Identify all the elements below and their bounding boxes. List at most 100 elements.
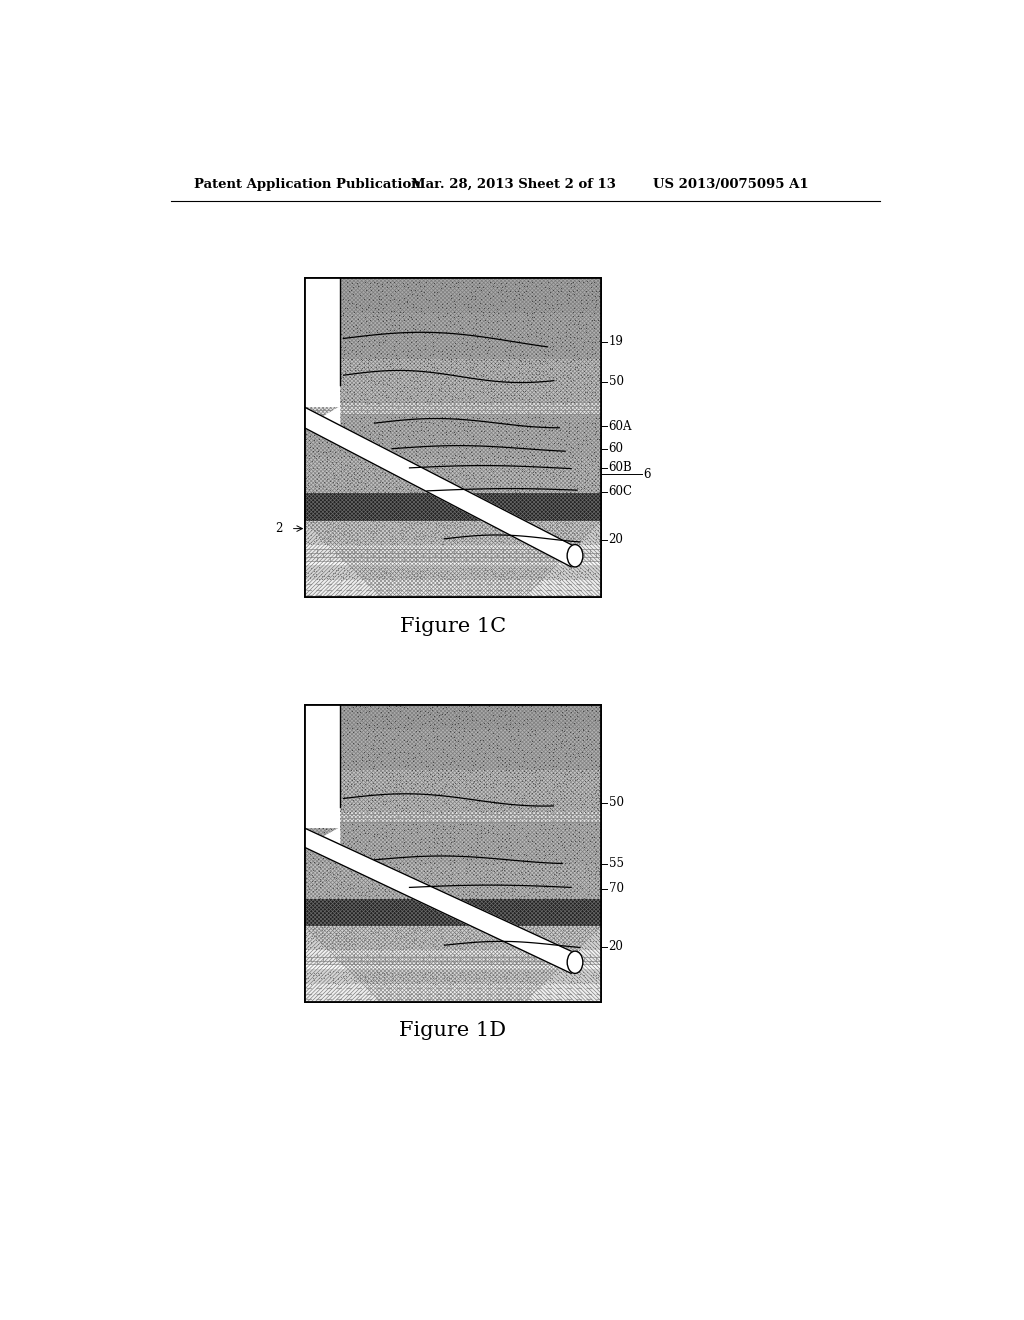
- Point: [443, 717, 460, 738]
- Point: [366, 721, 382, 742]
- Point: [591, 391, 607, 412]
- Point: [455, 729, 471, 750]
- Point: [479, 560, 496, 581]
- Point: [558, 391, 574, 412]
- Point: [530, 515, 547, 536]
- Point: [319, 279, 336, 300]
- Point: [365, 973, 381, 994]
- Point: [465, 356, 481, 378]
- Point: [326, 738, 342, 759]
- Point: [538, 772, 554, 793]
- Point: [542, 818, 558, 840]
- Point: [349, 968, 366, 989]
- Point: [379, 970, 395, 991]
- Point: [379, 277, 395, 298]
- Point: [358, 310, 375, 331]
- Point: [472, 867, 488, 888]
- Point: [510, 424, 526, 445]
- Point: [571, 302, 588, 323]
- Point: [354, 762, 371, 783]
- Point: [566, 861, 583, 882]
- Point: [432, 784, 449, 805]
- Point: [495, 924, 511, 945]
- Point: [482, 776, 499, 797]
- Point: [382, 939, 398, 960]
- Point: [548, 770, 564, 791]
- Point: [415, 531, 431, 552]
- Point: [343, 931, 359, 952]
- Point: [586, 483, 602, 504]
- Point: [578, 313, 594, 334]
- Point: [413, 301, 429, 322]
- Point: [370, 884, 386, 906]
- Point: [452, 919, 468, 940]
- Point: [462, 420, 478, 441]
- Point: [541, 380, 557, 401]
- Point: [322, 345, 338, 366]
- Point: [472, 364, 488, 385]
- Point: [355, 428, 372, 449]
- Point: [489, 392, 506, 413]
- Point: [417, 878, 433, 899]
- Point: [352, 824, 369, 845]
- Point: [487, 511, 504, 532]
- Point: [319, 531, 336, 552]
- Point: [297, 281, 313, 302]
- Point: [314, 741, 331, 762]
- Point: [318, 796, 335, 817]
- Point: [552, 380, 568, 401]
- Point: [312, 869, 329, 890]
- Point: [587, 520, 603, 541]
- Point: [478, 886, 495, 907]
- Point: [464, 437, 480, 458]
- Point: [422, 851, 438, 873]
- Point: [481, 533, 498, 554]
- Point: [511, 523, 527, 544]
- Point: [319, 520, 336, 541]
- Point: [482, 458, 499, 479]
- Point: [382, 565, 398, 586]
- Point: [560, 939, 577, 960]
- Point: [566, 374, 583, 395]
- Point: [416, 478, 432, 499]
- Point: [440, 797, 457, 818]
- Point: [481, 437, 498, 458]
- Text: 60B: 60B: [608, 462, 632, 474]
- Point: [429, 929, 445, 950]
- Point: [510, 441, 526, 462]
- Point: [445, 433, 462, 454]
- Point: [463, 412, 479, 433]
- Point: [326, 793, 342, 814]
- Point: [517, 380, 534, 401]
- Point: [507, 927, 523, 948]
- Point: [546, 458, 562, 479]
- Point: [400, 528, 417, 549]
- Point: [374, 433, 390, 454]
- Point: [545, 408, 561, 429]
- Point: [338, 969, 354, 990]
- Point: [343, 310, 359, 331]
- Point: [406, 928, 422, 949]
- Point: [382, 562, 398, 583]
- Point: [472, 446, 488, 467]
- Point: [586, 961, 602, 982]
- Point: [444, 566, 461, 587]
- Point: [439, 358, 456, 379]
- Point: [396, 318, 413, 339]
- Point: [444, 874, 461, 895]
- Point: [581, 766, 597, 787]
- Point: [433, 561, 450, 582]
- Point: [561, 973, 578, 994]
- Point: [474, 931, 490, 952]
- Point: [537, 734, 553, 755]
- Point: [560, 475, 577, 496]
- Point: [511, 924, 527, 945]
- Point: [437, 874, 454, 895]
- Point: [455, 709, 471, 730]
- Point: [540, 326, 556, 347]
- Point: [521, 462, 538, 483]
- Point: [531, 322, 548, 343]
- Point: [306, 288, 323, 309]
- Point: [397, 770, 414, 791]
- Point: [406, 391, 422, 412]
